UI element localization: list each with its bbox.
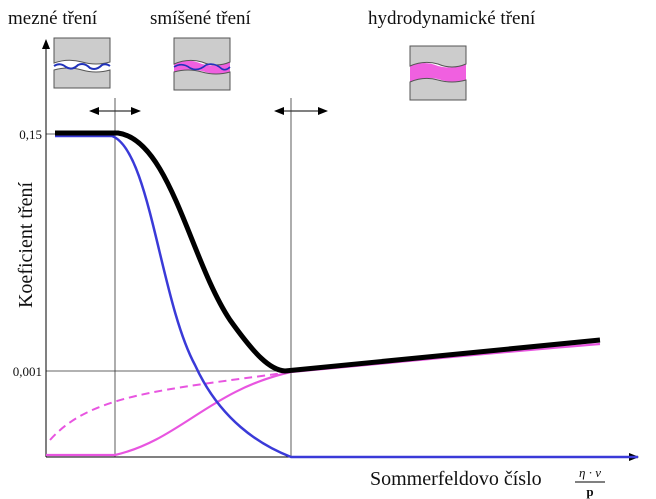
regime-label: mezné tření [8,8,98,29]
icon-hydrodynamic [410,46,466,100]
diagram: mezné tření smíšené tření hydrodynamické… [0,0,656,499]
y-tick-label: 0,001 [13,364,42,379]
x-axis-label: Sommerfeldovo číslo [370,468,542,490]
boundary-friction-curve [55,136,638,457]
regime-label: hydrodynamické tření [368,8,536,29]
formula-numerator: η · v [579,465,601,480]
icon-boundary [54,38,110,88]
formula-denominator: p [586,484,593,499]
icon-mixed [174,38,230,90]
y-axis-label: Koeficient tření [15,182,37,308]
fluid-friction-curve [46,344,600,455]
y-tick-label: 0,15 [19,127,42,142]
regime-label: smíšené tření [150,8,252,29]
